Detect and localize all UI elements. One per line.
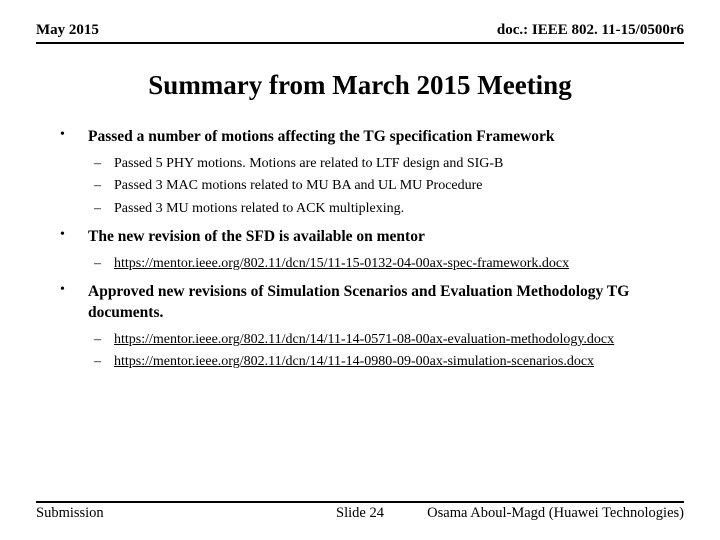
bullet-list: Passed a number of motions affecting the… <box>60 127 672 372</box>
sub-text: Passed 3 MU motions related to ACK multi… <box>114 201 404 216</box>
sub-item: Passed 3 MU motions related to ACK multi… <box>88 199 672 219</box>
bullet-item: The new revision of the SFD is available… <box>60 227 672 274</box>
header: May 2015 doc.: IEEE 802. 11-15/0500r6 <box>0 0 720 44</box>
sub-link[interactable]: https://mentor.ieee.org/802.11/dcn/15/11… <box>114 256 569 271</box>
sub-text: Passed 3 MAC motions related to MU BA an… <box>114 178 483 193</box>
footer-right: Osama Aboul-Magd (Huawei Technologies) <box>427 505 684 522</box>
sub-text: Passed 5 PHY motions. Motions are relate… <box>114 156 503 171</box>
content-area: Passed a number of motions affecting the… <box>0 127 720 372</box>
bullet-item: Approved new revisions of Simulation Sce… <box>60 282 672 372</box>
header-date: May 2015 <box>36 22 99 39</box>
bullet-text: Passed a number of motions affecting the… <box>88 128 555 145</box>
sub-item: https://mentor.ieee.org/802.11/dcn/14/11… <box>88 352 672 372</box>
sub-list: https://mentor.ieee.org/802.11/dcn/15/11… <box>88 254 672 274</box>
sub-item: https://mentor.ieee.org/802.11/dcn/15/11… <box>88 254 672 274</box>
footer-center: Slide 24 <box>336 505 384 522</box>
sub-link[interactable]: https://mentor.ieee.org/802.11/dcn/14/11… <box>114 332 614 347</box>
sub-link[interactable]: https://mentor.ieee.org/802.11/dcn/14/11… <box>114 354 594 369</box>
footer-rule <box>36 501 684 503</box>
sub-item: Passed 5 PHY motions. Motions are relate… <box>88 154 672 174</box>
sub-list: Passed 5 PHY motions. Motions are relate… <box>88 154 672 219</box>
bullet-text: The new revision of the SFD is available… <box>88 228 425 245</box>
header-rule <box>36 42 684 44</box>
sub-item: Passed 3 MAC motions related to MU BA an… <box>88 176 672 196</box>
page-title: Summary from March 2015 Meeting <box>0 70 720 101</box>
sub-list: https://mentor.ieee.org/802.11/dcn/14/11… <box>88 330 672 373</box>
bullet-item: Passed a number of motions affecting the… <box>60 127 672 219</box>
sub-item: https://mentor.ieee.org/802.11/dcn/14/11… <box>88 330 672 350</box>
header-doc: doc.: IEEE 802. 11-15/0500r6 <box>497 22 684 39</box>
bullet-text: Approved new revisions of Simulation Sce… <box>88 283 629 321</box>
footer: Submission Slide 24 Osama Aboul-Magd (Hu… <box>36 501 684 522</box>
footer-left: Submission <box>36 505 104 522</box>
